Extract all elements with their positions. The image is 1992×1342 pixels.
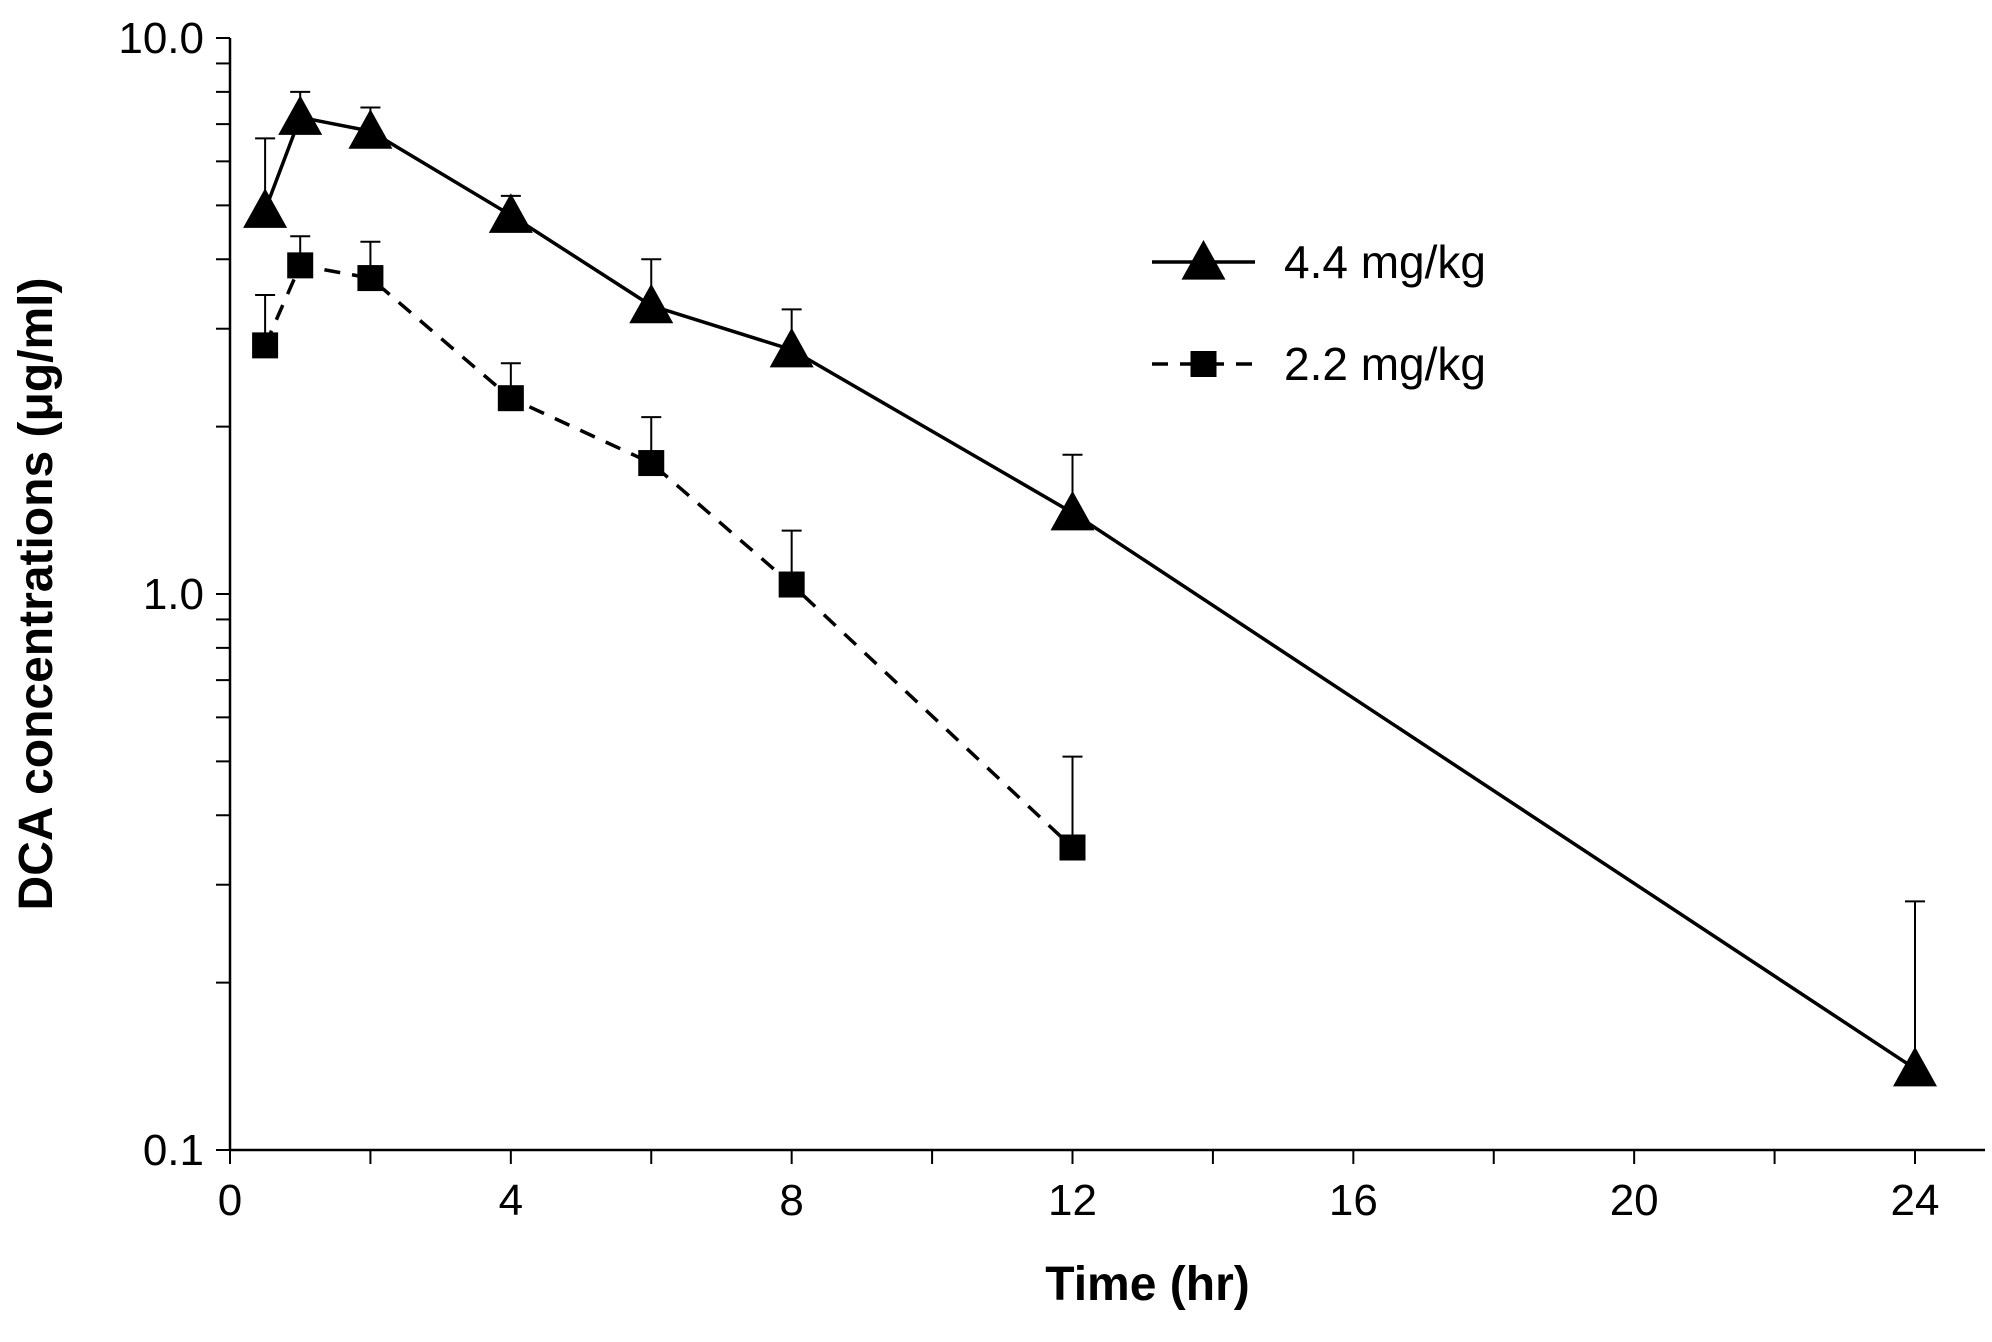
square-marker — [357, 265, 384, 292]
legend: 4.4 mg/kg 2.2 mg/kg — [1152, 236, 1486, 390]
y-tick-label: 10.0 — [118, 14, 204, 63]
square-marker — [1059, 834, 1086, 861]
triangle-marker — [348, 109, 393, 149]
triangle-marker — [243, 188, 288, 228]
triangle-marker — [769, 327, 814, 368]
triangle-marker — [1050, 490, 1095, 531]
legend-label: 2.2 mg/kg — [1284, 338, 1486, 390]
x-tick-label: 24 — [1891, 1176, 1940, 1225]
square-marker — [778, 571, 805, 598]
triangle-marker — [1893, 1046, 1937, 1087]
square-marker — [638, 450, 665, 477]
series-line — [263, 263, 1074, 849]
square-marker — [287, 252, 314, 279]
legend-label: 4.4 mg/kg — [1284, 236, 1486, 288]
x-tick-label: 0 — [218, 1176, 242, 1225]
x-axis-title: Time (hr) — [1045, 1258, 1249, 1311]
square-marker — [497, 385, 524, 412]
x-tick-label: 8 — [779, 1176, 803, 1225]
x-tick-label: 16 — [1329, 1176, 1378, 1225]
axes: 0 4 8 12 16 20 24 0.1 1.0 10.0 — [118, 14, 1985, 1225]
series-2 — [252, 235, 1086, 861]
series-line — [263, 115, 1916, 1071]
y-tick-label: 1.0 — [143, 570, 204, 619]
x-tick-label: 20 — [1610, 1176, 1659, 1225]
square-marker — [1190, 351, 1217, 377]
y-tick-label: 0.1 — [143, 1126, 204, 1175]
triangle-marker — [488, 193, 533, 233]
square-marker — [252, 332, 279, 359]
triangle-marker — [629, 283, 674, 324]
series-1 — [243, 90, 1937, 1087]
triangle-marker — [1181, 240, 1226, 280]
series-layer — [243, 90, 1937, 1087]
x-tick-label: 12 — [1048, 1176, 1097, 1225]
x-tick-label: 4 — [499, 1176, 523, 1225]
triangle-marker — [278, 95, 323, 135]
y-axis-title: DCA concentrations (μg/ml) — [10, 278, 63, 911]
